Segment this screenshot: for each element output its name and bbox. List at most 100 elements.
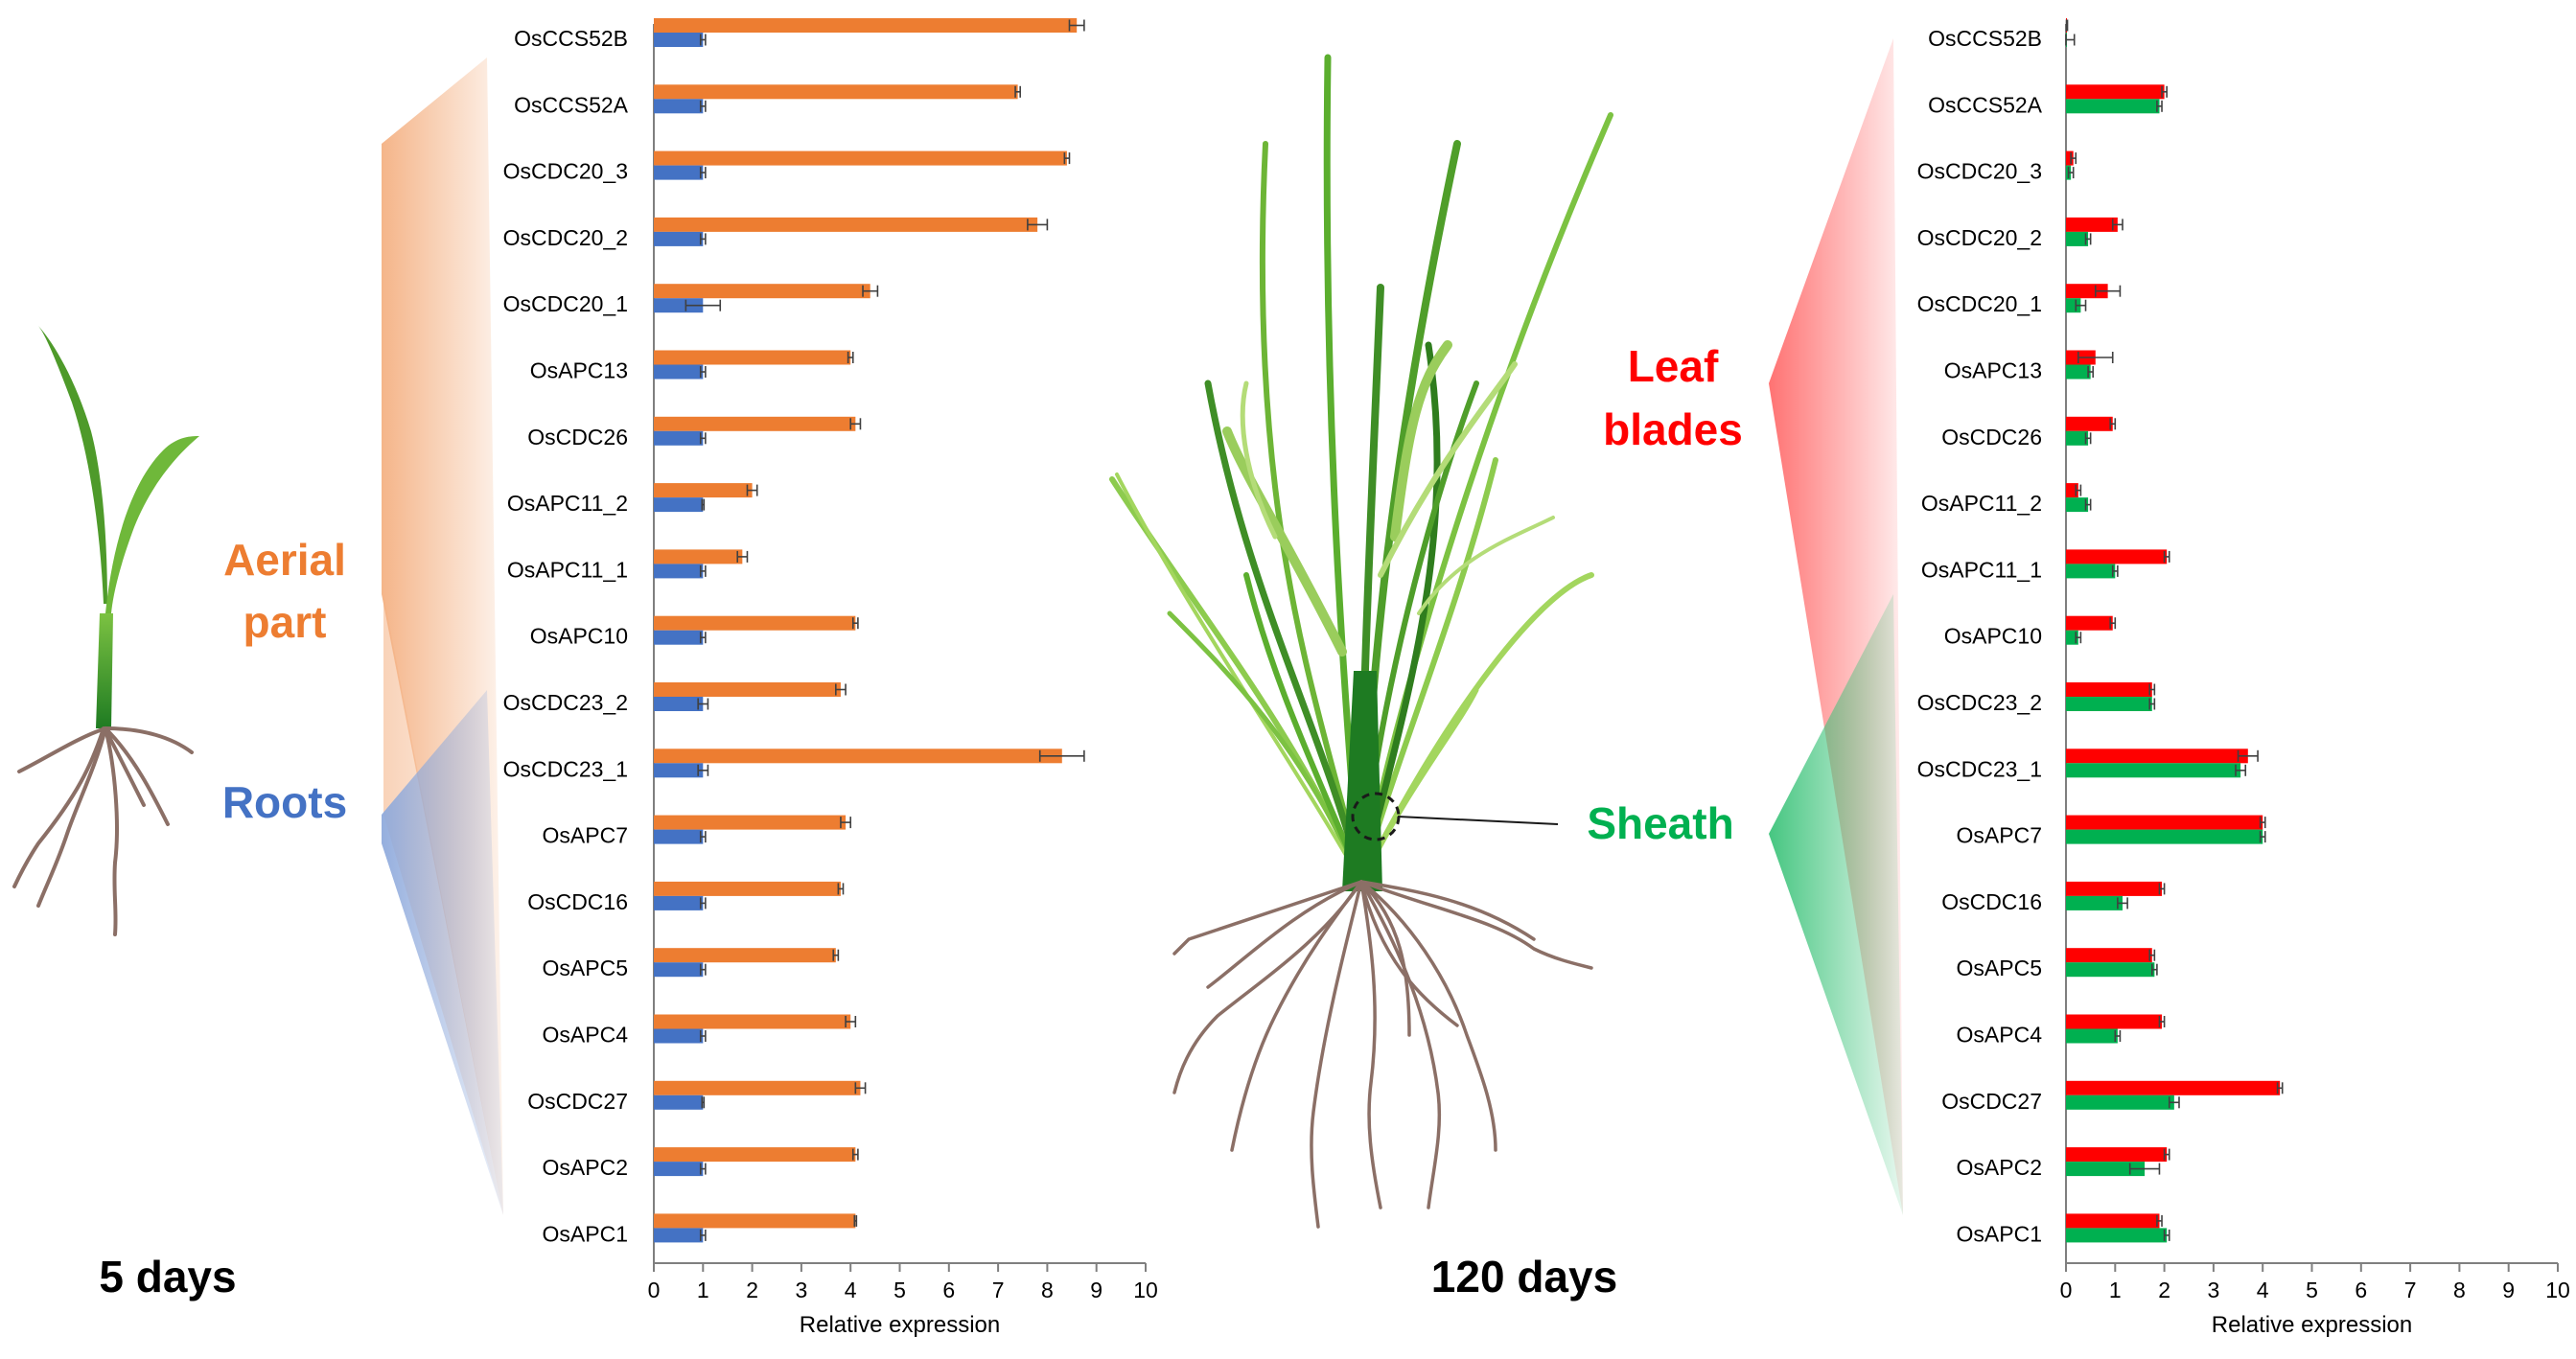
x-tick-label: 10 <box>2545 1278 2570 1302</box>
bar-leaf-blades <box>2066 1014 2163 1029</box>
x-tick-label: 0 <box>648 1278 661 1302</box>
sheath-fan <box>1769 594 1903 1215</box>
x-tick-label: 1 <box>2109 1278 2122 1302</box>
bar-row-OsCDC23_2: OsCDC23_2 <box>1917 682 2156 715</box>
bar-row-OsCDC23_1: OsCDC23_1 <box>1917 749 2259 781</box>
x-axis-title: Relative expression <box>2212 1312 2412 1338</box>
bar-sheath <box>2066 1162 2146 1177</box>
bar-row-OsAPC7: OsAPC7 <box>543 815 852 848</box>
x-tick-label: 7 <box>2404 1278 2417 1302</box>
category-label: OsCDC16 <box>1941 889 2042 914</box>
bar-row-OsCDC20_3: OsCDC20_3 <box>503 150 1071 184</box>
category-label: OsCCS52A <box>514 92 629 117</box>
category-label: OsCDC27 <box>527 1089 628 1114</box>
bar-roots <box>654 165 704 180</box>
bar-row-OsAPC11_2: OsAPC11_2 <box>507 483 758 516</box>
category-label: OsCDC26 <box>1941 425 2042 449</box>
bar-roots <box>654 497 704 513</box>
category-label: OsAPC7 <box>543 823 628 848</box>
category-label: OsCDC23_2 <box>503 690 628 715</box>
category-label: OsCDC23_2 <box>1917 690 2042 715</box>
bar-roots <box>654 564 704 579</box>
x-tick-label: 2 <box>746 1278 758 1302</box>
bar-row-OsCDC16: OsCDC16 <box>1941 881 2166 914</box>
bar-sheath <box>2066 1094 2174 1110</box>
x-tick-label: 8 <box>2453 1278 2466 1302</box>
category-label: OsAPC11_1 <box>507 557 628 582</box>
category-label: OsCCS52B <box>1928 26 2042 51</box>
x-tick-label: 4 <box>845 1278 857 1302</box>
x-tick-label: 3 <box>2208 1278 2220 1302</box>
bar-aerial-part <box>654 749 1062 764</box>
bar-row-OsCDC20_2: OsCDC20_2 <box>503 217 1049 250</box>
leaf-blades-label: Leaf blades <box>1603 341 1743 454</box>
bar-sheath <box>2066 99 2160 114</box>
sheath-pointer-line <box>1397 816 1559 825</box>
bar-aerial-part <box>654 1213 856 1229</box>
bar-row-OsCCS52A: OsCCS52A <box>1928 84 2168 117</box>
bar-roots <box>654 1228 704 1243</box>
bar-aerial-part <box>654 84 1018 100</box>
category-label: OsAPC11_2 <box>1921 491 2042 516</box>
bar-roots <box>654 1028 704 1044</box>
bar-row-OsAPC4: OsAPC4 <box>1957 1014 2166 1048</box>
bar-sheath <box>2066 564 2116 579</box>
category-label: OsCDC20_1 <box>503 291 628 316</box>
bar-leaf-blades <box>2066 549 2168 564</box>
bar-leaf-blades <box>2066 284 2108 299</box>
bar-roots <box>654 298 704 313</box>
category-label: OsAPC1 <box>1957 1221 2042 1246</box>
category-label: OsAPC10 <box>1944 624 2042 649</box>
bar-leaf-blades <box>2066 615 2113 631</box>
bar-sheath <box>2066 697 2152 711</box>
category-label: OsCDC26 <box>527 425 628 449</box>
x-tick-label: 0 <box>2060 1278 2073 1302</box>
bar-aerial-part <box>654 682 841 697</box>
bar-sheath <box>2066 231 2089 246</box>
x-tick-label: 4 <box>2257 1278 2269 1302</box>
x-tick-label: 10 <box>1133 1278 1158 1302</box>
category-label: OsCDC23_1 <box>503 756 628 781</box>
bar-leaf-blades <box>2066 217 2118 232</box>
bar-aerial-part <box>654 483 753 498</box>
roots-fan <box>382 690 503 1215</box>
bar-roots <box>654 895 704 910</box>
bar-roots <box>654 231 704 246</box>
bar-aerial-part <box>654 549 743 564</box>
bar-aerial-part <box>654 217 1038 232</box>
seedling-age-label: 5 days <box>99 1252 236 1301</box>
bar-row-OsCDC20_1: OsCDC20_1 <box>503 284 879 316</box>
x-tick-label: 5 <box>893 1278 906 1302</box>
bar-roots <box>654 430 704 446</box>
bar-row-OsAPC2: OsAPC2 <box>1957 1147 2170 1180</box>
leaf-label-line2: blades <box>1603 404 1743 454</box>
bar-leaf-blades <box>2066 881 2163 896</box>
bar-row-OsAPC13: OsAPC13 <box>1944 350 2114 383</box>
bar-row-OsCDC27: OsCDC27 <box>527 1080 867 1114</box>
leaf-label-line1: Leaf <box>1628 341 1719 391</box>
bar-row-OsAPC1: OsAPC1 <box>543 1213 858 1246</box>
category-label: OsAPC11_2 <box>507 491 628 516</box>
category-label: OsCDC23_1 <box>1917 756 2042 781</box>
bar-sheath <box>2066 763 2241 778</box>
bar-roots <box>654 962 704 978</box>
bar-leaf-blades <box>2066 749 2248 764</box>
bar-row-OsAPC1: OsAPC1 <box>1957 1213 2170 1246</box>
x-tick-label: 5 <box>2306 1278 2318 1302</box>
bar-aerial-part <box>654 948 836 963</box>
bar-sheath <box>2066 298 2081 313</box>
sheath-label: Sheath <box>1587 798 1733 848</box>
bar-aerial-part <box>654 881 841 896</box>
bar-sheath <box>2066 829 2263 844</box>
bar-aerial-part <box>654 615 856 631</box>
bar-aerial-part <box>654 350 851 365</box>
category-label: OsCDC20_3 <box>503 159 628 184</box>
category-label: OsAPC4 <box>543 1023 629 1048</box>
x-tick-label: 3 <box>796 1278 808 1302</box>
category-label: OsCDC27 <box>1941 1089 2042 1114</box>
bar-leaf-blades <box>2066 682 2152 697</box>
bar-sheath <box>2066 364 2091 380</box>
bar-leaf-blades <box>2066 150 2074 166</box>
bar-row-OsAPC13: OsAPC13 <box>530 350 854 383</box>
bar-row-OsCDC16: OsCDC16 <box>527 881 845 914</box>
